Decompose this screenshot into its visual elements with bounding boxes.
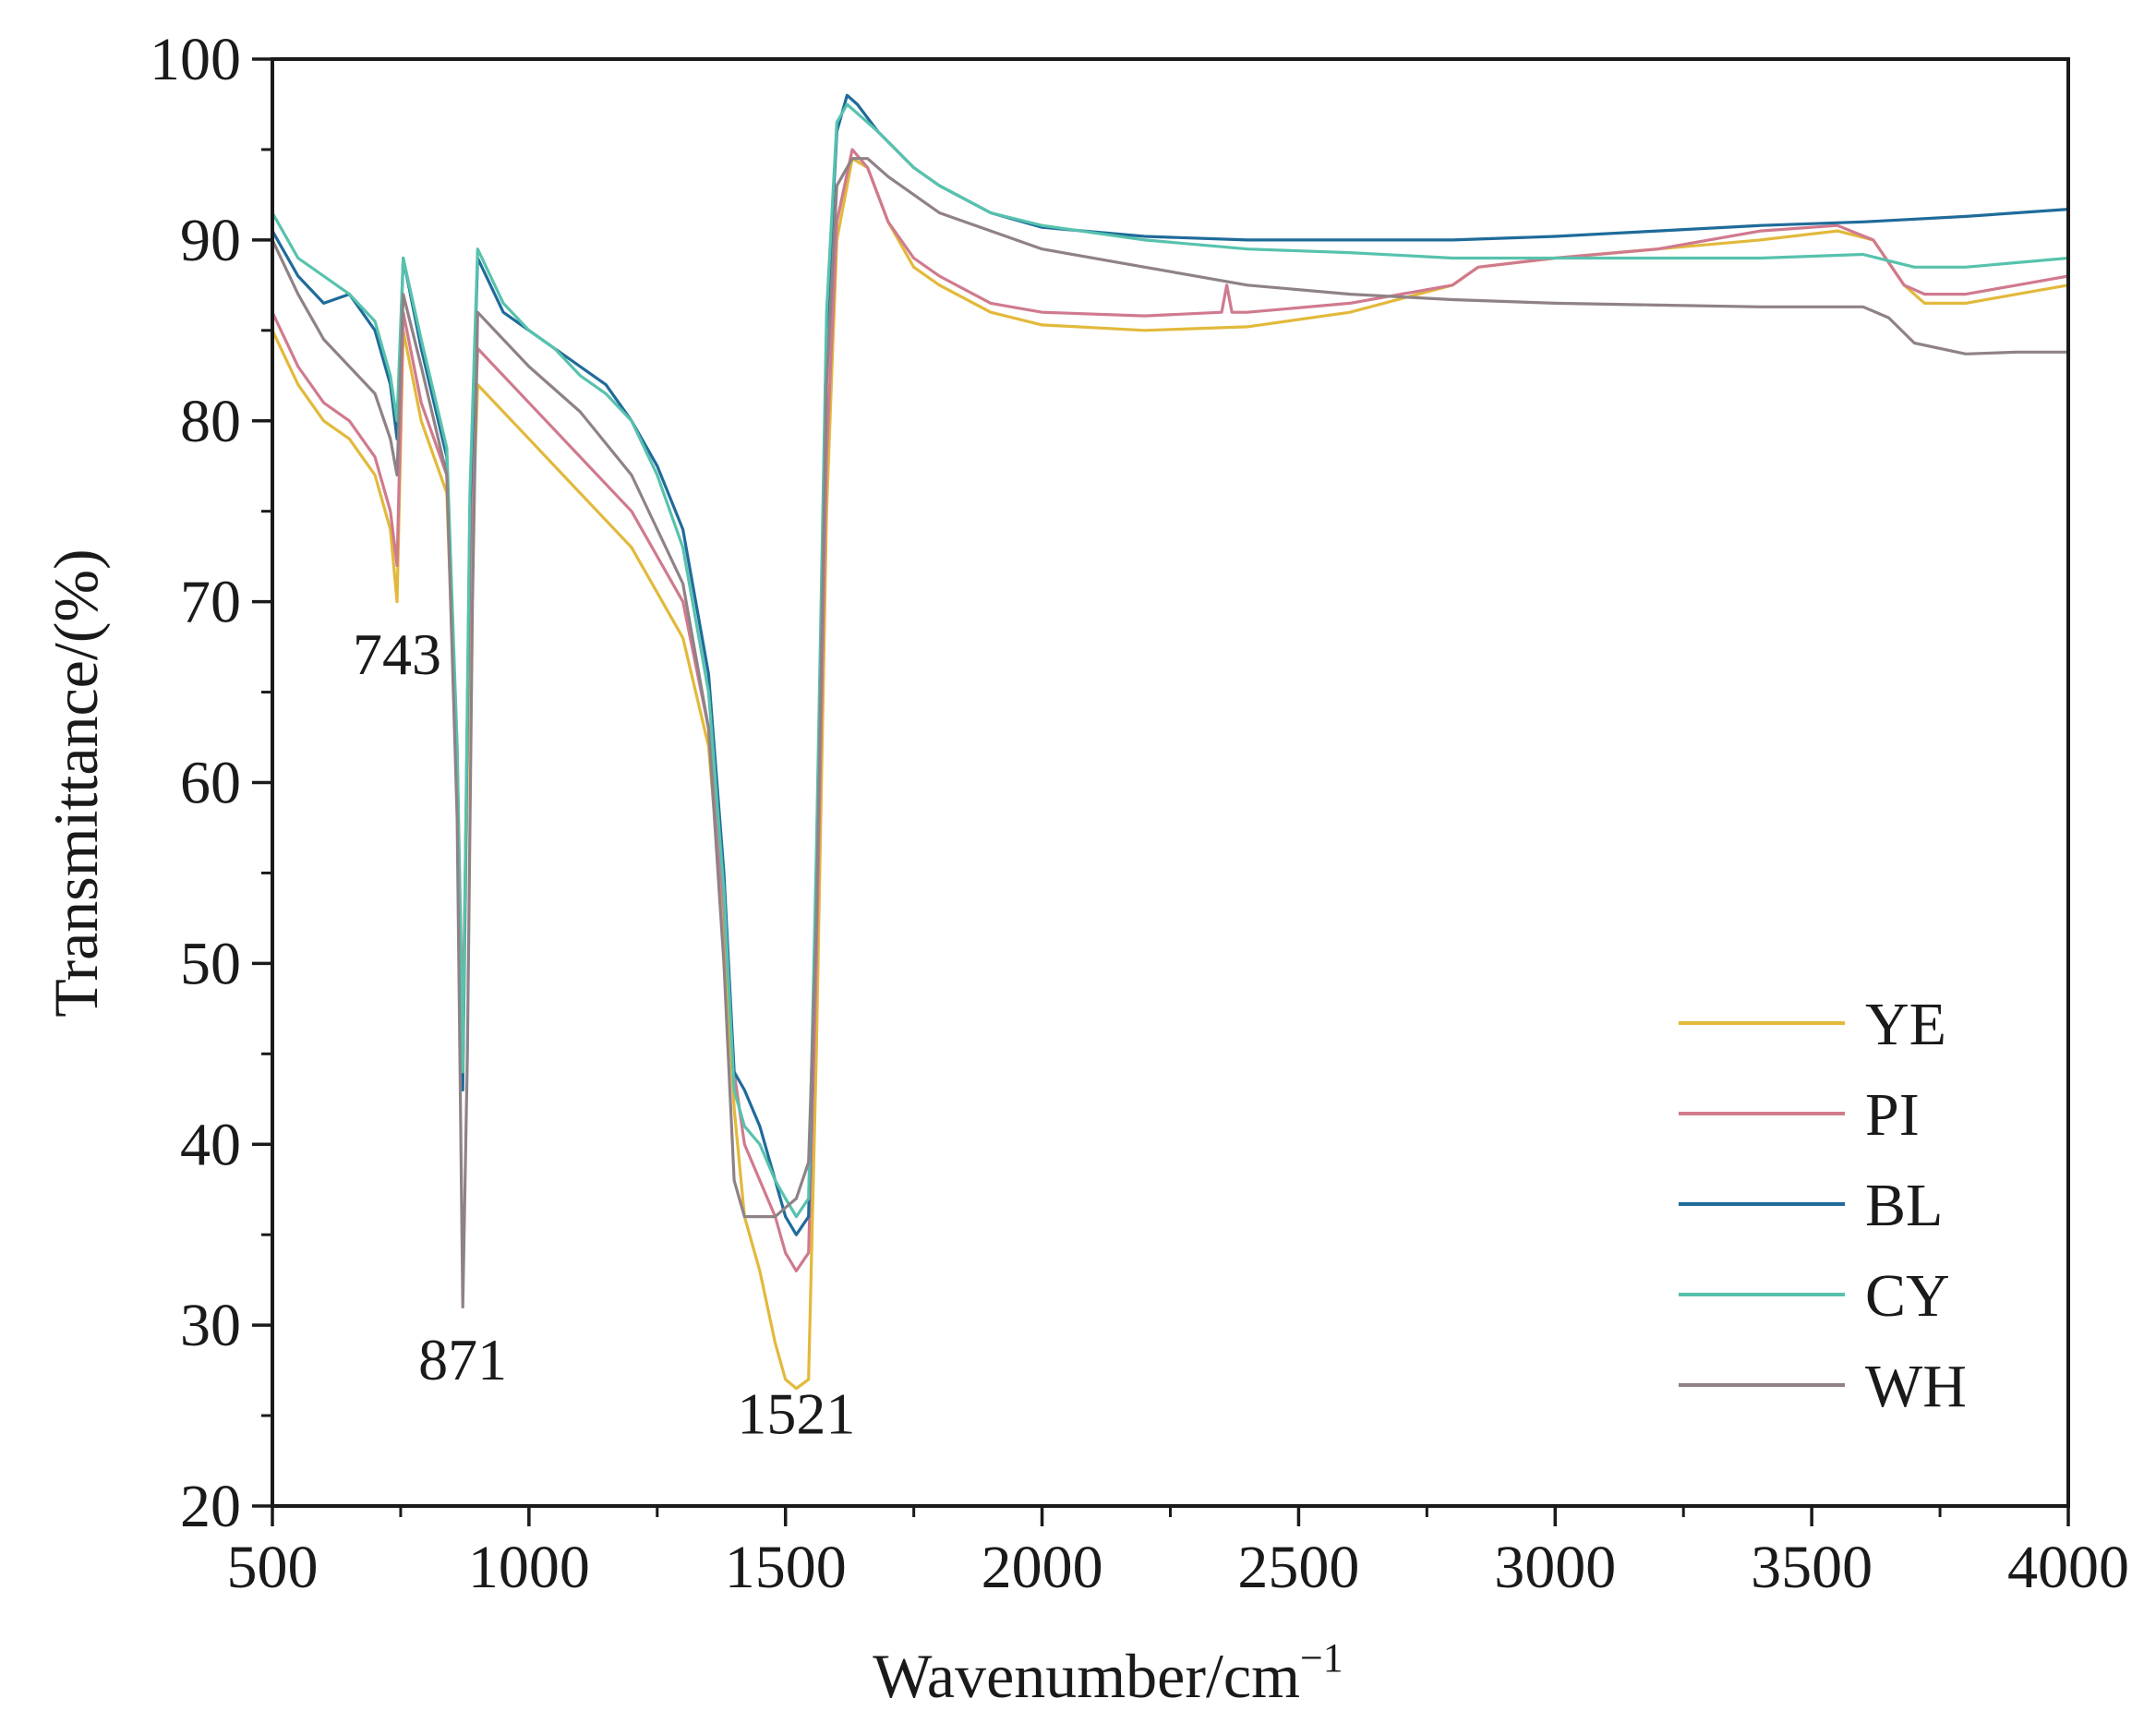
y-tick-label: 70 — [180, 569, 241, 636]
legend-label-ye: YE — [1865, 991, 1946, 1058]
x-tick-label: 1000 — [468, 1534, 590, 1601]
legend-label-pi: PI — [1865, 1081, 1920, 1149]
y-tick-label: 40 — [180, 1111, 241, 1178]
y-tick-label: 100 — [150, 26, 241, 93]
legend-label-bl: BL — [1865, 1172, 1943, 1239]
y-tick-label: 20 — [180, 1473, 241, 1540]
x-axis-title: Wavenumber/cm−1 — [873, 1635, 1343, 1711]
legend-label-wh: WH — [1865, 1353, 1967, 1420]
x-tick-label: 1500 — [725, 1534, 847, 1601]
peak-label-1521: 1521 — [737, 1381, 855, 1447]
y-tick-label: 30 — [180, 1292, 241, 1359]
peak-label-871: 871 — [418, 1327, 507, 1392]
plot-frame — [271, 57, 2070, 1508]
y-tick-label: 60 — [180, 750, 241, 817]
x-tick-label: 2500 — [1237, 1534, 1359, 1601]
peak-label-743: 743 — [353, 621, 441, 687]
y-tick-label: 90 — [180, 207, 241, 274]
peak-annotations: 743 871 1521 — [353, 621, 855, 1447]
y-axis: 20 30 40 50 60 70 80 90 100 — [150, 26, 272, 1540]
series-line-wh — [271, 157, 2070, 1309]
x-tick-label: 3000 — [1494, 1534, 1616, 1601]
x-tick-label: 2000 — [982, 1534, 1103, 1601]
legend-label-cy: CY — [1865, 1262, 1950, 1330]
series-line-bl — [271, 93, 2070, 1236]
y-tick-label: 50 — [180, 930, 241, 997]
y-axis-title: Transmittance/(%) — [41, 548, 111, 1017]
x-tick-label: 500 — [227, 1534, 319, 1601]
series-line-cy — [271, 102, 2070, 1219]
y-tick-label: 80 — [180, 388, 241, 455]
x-tick-label: 4000 — [2007, 1534, 2129, 1601]
legend: YE PI BL CY WH — [1679, 991, 1967, 1420]
x-axis-title-superscript: −1 — [1300, 1635, 1343, 1681]
x-axis: 500 1000 1500 2000 2500 3000 3500 4000 — [227, 1506, 2129, 1601]
series-layer — [271, 93, 2070, 1391]
x-tick-label: 3500 — [1751, 1534, 1873, 1601]
series-line-pi — [271, 148, 2070, 1273]
